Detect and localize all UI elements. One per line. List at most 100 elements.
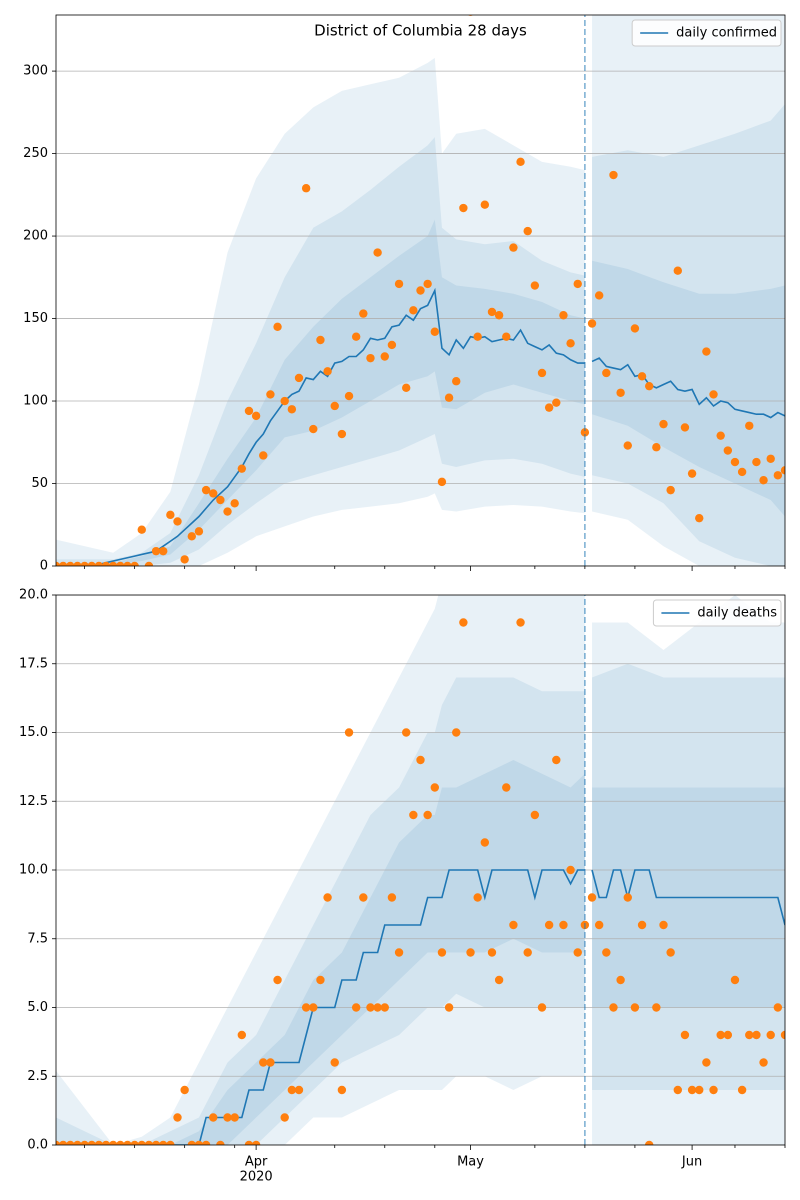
uncertainty-band — [592, 260, 785, 517]
observed-point — [737, 467, 747, 477]
y-tick-label: 50 — [31, 476, 48, 491]
observed-point — [730, 457, 740, 467]
observed-point — [394, 279, 404, 289]
observed-point — [687, 469, 697, 478]
observed-point — [623, 893, 632, 902]
observed-point — [244, 1140, 254, 1145]
observed-point — [87, 1140, 96, 1145]
observed-point — [216, 495, 225, 505]
observed-point — [480, 200, 490, 209]
observed-point — [402, 383, 411, 393]
observed-point — [230, 499, 239, 508]
observed-point — [494, 311, 504, 320]
observed-point — [280, 396, 289, 406]
uncertainty-band — [56, 219, 585, 566]
legend: daily deaths — [652, 599, 782, 627]
observed-point — [266, 1058, 275, 1067]
observed-point — [309, 424, 318, 434]
observed-point — [180, 1085, 189, 1095]
x-tick-label: May — [457, 1155, 484, 1170]
observed-point — [130, 1140, 139, 1145]
observed-point — [58, 1140, 68, 1145]
median-line — [56, 869, 585, 1145]
observed-point — [337, 1085, 347, 1095]
observed-point — [680, 423, 690, 432]
observed-point — [359, 893, 368, 902]
observed-point — [137, 1140, 146, 1145]
observed-point — [459, 203, 468, 213]
observed-point — [209, 1113, 218, 1122]
observed-point — [587, 319, 597, 328]
legend: daily confirmed — [631, 19, 782, 47]
y-tick-label: 300 — [23, 64, 48, 79]
observed-point — [609, 1003, 618, 1012]
y-tick-label: 0 — [40, 559, 48, 574]
observed-point — [652, 1003, 661, 1012]
y-tick-label: 100 — [23, 394, 48, 409]
observed-point — [444, 1003, 454, 1012]
observed-point — [80, 561, 89, 566]
observed-point — [759, 476, 768, 485]
observed-point — [144, 1140, 154, 1145]
observed-point — [652, 443, 661, 452]
observed-point — [437, 477, 447, 487]
observed-point — [487, 948, 497, 957]
observed-point — [316, 335, 325, 345]
observed-point — [330, 401, 339, 411]
observed-point — [187, 532, 196, 541]
observed-point — [516, 618, 525, 627]
observed-point — [552, 755, 561, 765]
observed-point — [716, 1030, 725, 1040]
observed-point — [94, 1140, 104, 1145]
legend-box — [652, 599, 782, 627]
observed-point — [230, 1113, 239, 1122]
observed-point — [323, 367, 332, 376]
observed-point — [452, 728, 461, 737]
observed-point — [137, 525, 146, 534]
observed-point — [673, 1085, 682, 1095]
median-line — [56, 287, 585, 566]
legend-label: daily deaths — [697, 606, 777, 621]
observed-point — [108, 561, 118, 566]
plot-area — [56, 595, 785, 1145]
observed-point — [301, 1003, 311, 1012]
observed-point — [194, 1140, 204, 1145]
observed-point — [509, 243, 518, 252]
uncertainty-band — [56, 677, 585, 1145]
observed-point — [201, 1140, 211, 1145]
observed-point — [416, 286, 425, 295]
observed-point — [394, 948, 404, 957]
observed-point — [116, 1140, 125, 1145]
uncertainty-band — [56, 760, 585, 1145]
plot-area — [56, 15, 785, 566]
y-tick-label: 17.5 — [19, 656, 48, 671]
observed-point — [73, 561, 82, 566]
median-line — [591, 869, 785, 926]
observed-point — [516, 157, 525, 167]
observed-point — [387, 893, 397, 902]
observed-point — [101, 561, 111, 566]
observed-point — [630, 1003, 640, 1012]
observed-point — [709, 390, 718, 399]
observed-point — [159, 546, 168, 556]
observed-point — [723, 1030, 733, 1040]
observed-point — [723, 446, 733, 455]
observed-point — [266, 390, 275, 399]
observed-point — [709, 1085, 718, 1095]
observed-point — [630, 324, 640, 333]
observed-point — [237, 464, 247, 473]
observed-point — [73, 1140, 82, 1145]
observed-point — [602, 948, 611, 957]
observed-point — [566, 865, 575, 875]
y-tick-label: 250 — [23, 146, 48, 161]
observed-point — [287, 405, 297, 414]
observed-point — [766, 454, 775, 463]
observed-point — [194, 527, 204, 536]
observed-point — [745, 421, 754, 430]
observed-point — [730, 975, 740, 985]
legend-label: daily confirmed — [676, 26, 777, 41]
observed-point — [502, 332, 511, 341]
observed-point — [645, 1140, 654, 1145]
observed-point — [444, 393, 454, 402]
observed-point — [737, 1085, 747, 1095]
